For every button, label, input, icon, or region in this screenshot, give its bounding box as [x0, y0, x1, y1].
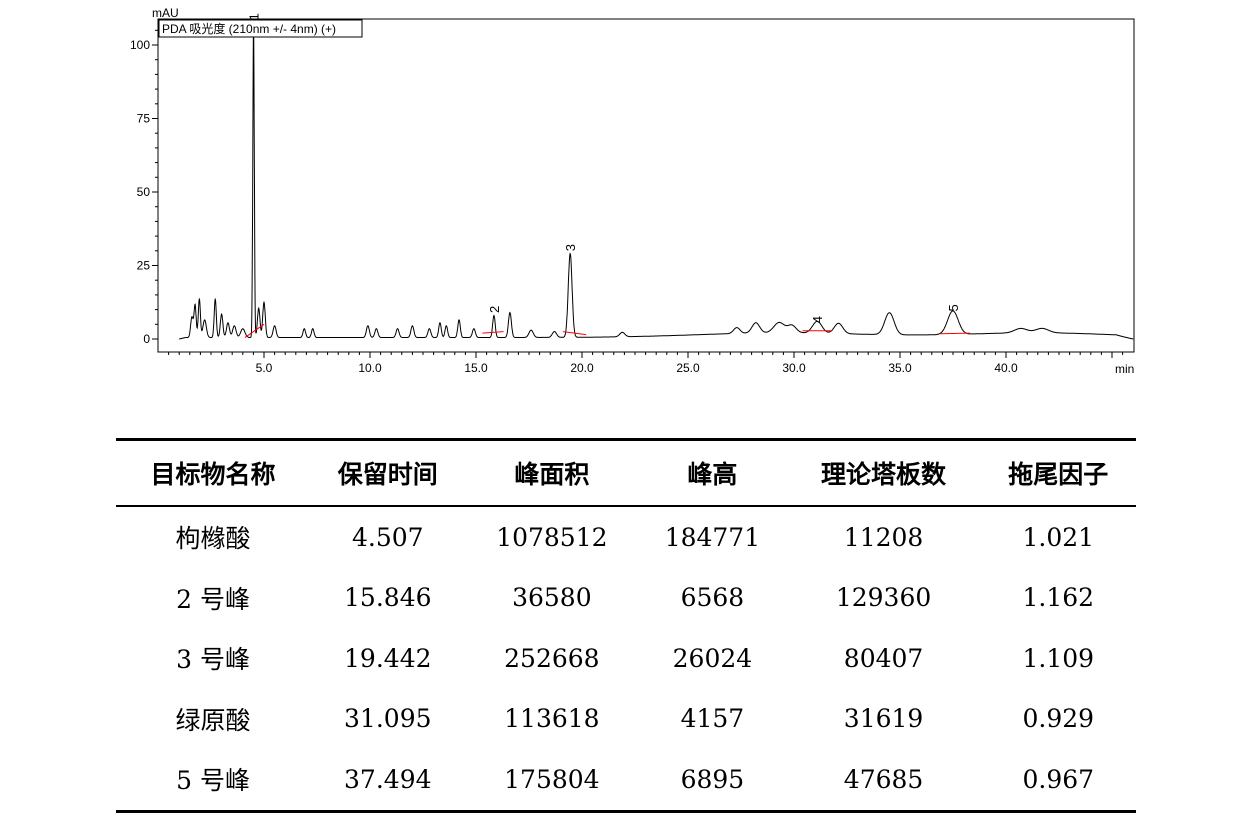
- y-tick-label: 75: [137, 112, 151, 126]
- table-cell: 37.494: [310, 749, 466, 813]
- table-row: 5 号峰 37.494 175804 6895 47685 0.967: [116, 749, 1136, 813]
- table-row: 3 号峰 19.442 252668 26024 80407 1.109: [116, 628, 1136, 689]
- x-axis-unit: min: [1115, 362, 1134, 376]
- y-tick-label: 50: [137, 185, 151, 199]
- table-cell: 113618: [504, 704, 600, 734]
- x-tick-label: 25.0: [676, 361, 700, 375]
- legend-box: [158, 19, 363, 38]
- table-cell: 184771: [664, 522, 761, 552]
- table-header-cell: 峰高: [638, 438, 787, 507]
- table-header-cell: 峰面积: [465, 438, 639, 507]
- table-cell: 4157: [680, 704, 745, 734]
- peak-label: 2: [487, 306, 502, 313]
- table-header-cell: 拖尾因子: [980, 438, 1136, 507]
- table-cell: 绿原酸: [175, 705, 251, 735]
- integration-baseline: [482, 331, 504, 334]
- table-cell: 枸橼酸: [175, 524, 251, 554]
- y-axis-unit: mAU: [152, 6, 179, 20]
- table-cell: 1.109: [1022, 643, 1095, 673]
- table-cell: 252668: [504, 643, 600, 673]
- table-cell: 1.021: [1022, 522, 1095, 552]
- x-tick-label: 35.0: [888, 361, 912, 375]
- integration-baseline: [244, 323, 265, 338]
- table-body: 枸橼酸 4.507 1078512 184771 11208 1.021 2 号峰 15.84…: [116, 506, 1136, 813]
- table-cell: 0.967: [980, 749, 1136, 813]
- table-cell: 0.929: [1022, 704, 1095, 734]
- peak-labels: 1 2 3 4 5: [247, 13, 961, 323]
- x-tick-label: 20.0: [570, 361, 594, 375]
- table-cell: 47685: [786, 749, 981, 813]
- table-cell: 1078512: [496, 522, 608, 552]
- x-tick-label: 10.0: [358, 361, 382, 375]
- table-cell: 80407: [843, 643, 924, 673]
- x-tick-label: 30.0: [782, 361, 806, 375]
- x-tick-label: 40.0: [994, 361, 1018, 375]
- chromatogram-trace: [179, 24, 1134, 340]
- integration-baseline: [940, 332, 970, 335]
- table-cell: 4.507: [351, 522, 424, 552]
- table-cell: 15.846: [344, 583, 432, 613]
- peak-results-table: 目标物名称 保留时间 峰面积 峰高 理论塔板数 拖尾因子 枸橼酸 4.507 1078512 1…: [116, 438, 1136, 813]
- table-cell: 3 号峰: [176, 645, 250, 675]
- table-cell: 6895: [638, 749, 787, 813]
- y-tick-label: 25: [137, 259, 151, 273]
- y-tick-label: 0: [143, 332, 150, 346]
- table-cell: 1.162: [1022, 583, 1095, 613]
- table-header-cell: 目标物名称: [116, 438, 311, 507]
- x-tick-label: 15.0: [464, 361, 488, 375]
- table-cell: 6568: [680, 583, 745, 613]
- table-row: 枸橼酸 4.507 1078512 184771 11208 1.021: [116, 506, 1136, 568]
- table-header-row: 目标物名称 保留时间 峰面积 峰高 理论塔板数 拖尾因子: [116, 438, 1136, 507]
- table-cell: 26024: [672, 643, 753, 673]
- peak-label: 1: [247, 13, 262, 20]
- plot-frame: [157, 18, 1135, 353]
- peak-label: 3: [563, 244, 578, 251]
- integration-baselines: [244, 323, 970, 338]
- table-row: 2 号峰 15.846 36580 6568 129360 1.162: [116, 568, 1136, 629]
- table-cell: 5 号峰: [116, 749, 311, 813]
- table-header-cell: 理论塔板数: [786, 438, 981, 507]
- x-tick-label: 5.0: [256, 361, 273, 375]
- table-cell: 11208: [843, 522, 924, 552]
- peak-label: 4: [810, 316, 825, 323]
- table-cell: 19.442: [344, 643, 432, 673]
- table-cell: 2 号峰: [176, 584, 250, 614]
- table-row: 绿原酸 31.095 113618 4157 31619 0.929: [116, 689, 1136, 750]
- peak-label: 5: [946, 304, 961, 311]
- table-header-cell: 保留时间: [310, 438, 466, 507]
- table-cell: 129360: [835, 583, 932, 613]
- table-cell: 175804: [465, 749, 639, 813]
- table-cell: 36580: [512, 583, 592, 613]
- table-cell: 31619: [843, 704, 924, 734]
- integration-baseline: [562, 331, 587, 336]
- y-tick-label: 100: [130, 38, 150, 52]
- table-cell: 31.095: [344, 704, 432, 734]
- legend-label: PDA 吸光度 (210nm +/- 4nm) (+): [162, 21, 336, 36]
